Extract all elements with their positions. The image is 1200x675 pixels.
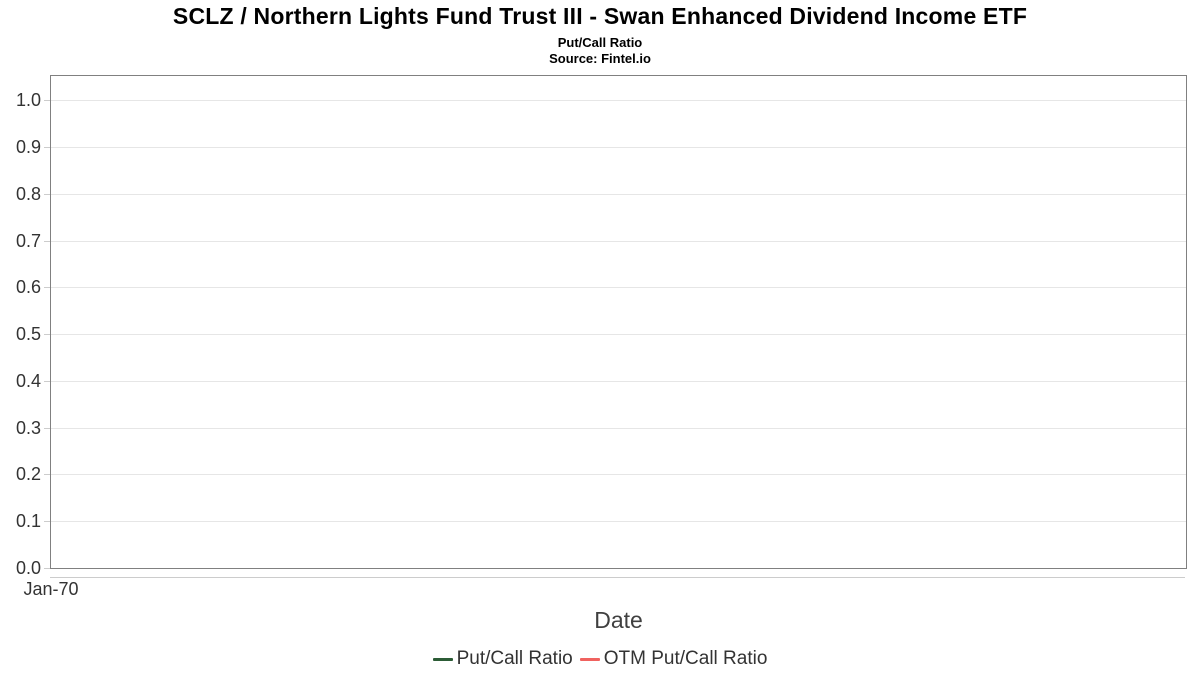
y-axis-tick-label: 0.2: [15, 464, 41, 485]
chart-subtitle: Put/Call Ratio: [557, 35, 643, 50]
y-axis-tick-label: 0.6: [15, 277, 41, 298]
y-axis-tick-label: 1.0: [15, 90, 41, 111]
gridline: [51, 100, 1186, 102]
y-axis-tick: [44, 521, 50, 523]
legend-marker-put-call-ratio: [432, 657, 453, 661]
gridline: [51, 380, 1186, 382]
legend-label-put-call-ratio: Put/Call Ratio: [456, 648, 573, 669]
chart-title: SCLZ / Northern Lights Fund Trust III - …: [172, 3, 1028, 29]
y-axis-tick-label: 0.0: [15, 558, 41, 578]
y-axis-tick-label: 0.5: [15, 324, 41, 345]
legend: Put/Call Ratio OTM Put/Call Ratio: [0, 646, 1200, 672]
legend-label-otm-put-call-ratio: OTM Put/Call Ratio: [603, 648, 768, 669]
gridline: [51, 147, 1186, 149]
gridline: [51, 287, 1186, 289]
y-axis: 0.0 0.1 0.2 0.3 0.4 0.5 0.6 0.7 0.8 0.9 1.0: [0, 75, 50, 578]
y-axis-tick-label: 0.3: [15, 417, 41, 438]
y-axis-tick: [44, 193, 50, 195]
y-axis-tick: [44, 474, 50, 476]
y-axis-tick: [44, 147, 50, 149]
y-axis-tick: [44, 287, 50, 289]
x-axis-title: Date: [594, 607, 643, 633]
gridline: [51, 334, 1186, 336]
gridline: [51, 521, 1186, 523]
gridline: [51, 474, 1186, 476]
y-axis-tick: [44, 240, 50, 242]
y-axis-tick-label: 0.8: [15, 183, 41, 204]
x-axis-line: [50, 577, 1185, 578]
gridline: [51, 427, 1186, 429]
y-axis-tick: [44, 380, 50, 382]
plot-area: [50, 75, 1187, 569]
y-axis-tick-label: 0.7: [15, 230, 41, 251]
gridline: [51, 240, 1186, 242]
legend-marker-otm-put-call-ratio: [579, 657, 600, 661]
y-axis-tick: [44, 334, 50, 336]
legend-item-otm-put-call-ratio[interactable]: OTM Put/Call Ratio: [579, 648, 768, 670]
y-axis-tick-label: 0.4: [15, 370, 41, 391]
y-axis-tick-label: 0.9: [15, 137, 41, 158]
y-axis-tick-label: 0.1: [15, 511, 41, 532]
y-axis-tick: [44, 427, 50, 429]
x-axis-tick-label: Jan-70: [23, 579, 79, 599]
legend-item-put-call-ratio[interactable]: Put/Call Ratio: [432, 648, 573, 670]
chart-source: Source: Fintel.io: [549, 51, 651, 66]
y-axis-tick: [44, 100, 50, 102]
y-axis-tick: [44, 568, 50, 569]
gridline: [51, 193, 1186, 195]
